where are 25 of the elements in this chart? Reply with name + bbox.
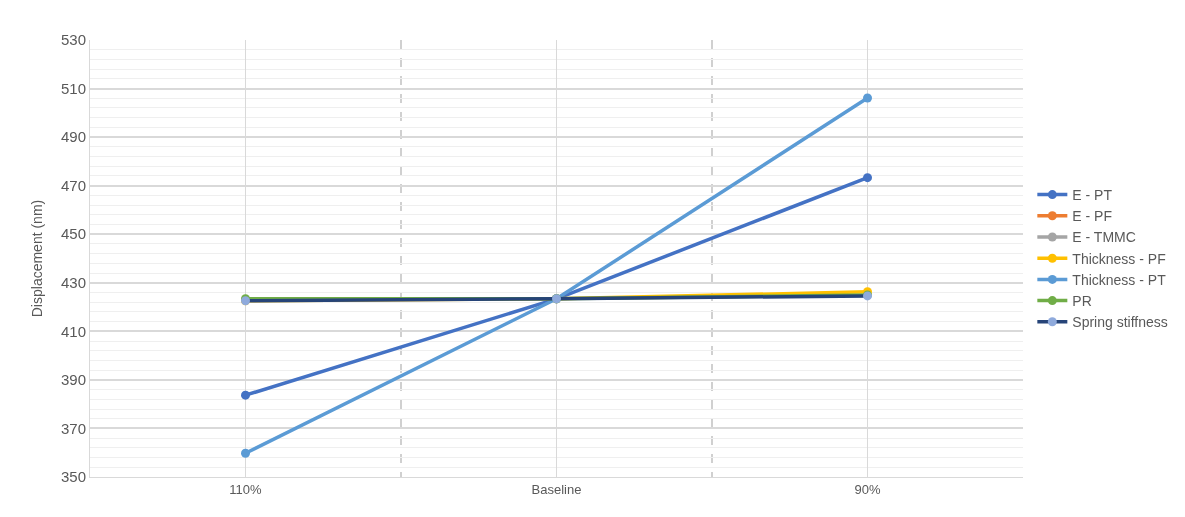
point	[863, 93, 872, 103]
x-tick-label: 90%	[854, 481, 881, 497]
y-tick-label: 450	[60, 225, 86, 243]
y-tick-label: 490	[60, 128, 86, 146]
y-tick-label: 350	[60, 468, 86, 486]
legend-label: PR	[1072, 293, 1092, 310]
y-axis-title: Displacement (nm)	[28, 199, 45, 318]
x-tick-label: Baseline	[531, 481, 582, 497]
x-tick-label: 110%	[229, 481, 263, 497]
point	[241, 448, 250, 458]
y-tick-label: 530	[60, 31, 86, 49]
legend-label: Spring stiffness	[1072, 314, 1168, 331]
point	[863, 173, 872, 183]
y-tick-label: 410	[60, 322, 86, 340]
y-tick-label: 390	[60, 371, 86, 389]
point	[241, 390, 250, 400]
y-tick-label: 370	[60, 419, 86, 437]
legend-label: Thickness - PT	[1072, 271, 1167, 288]
legend-label: E - TMMC	[1072, 229, 1136, 246]
legend-label: Thickness - PF	[1072, 250, 1166, 267]
y-tick-label: 430	[60, 274, 86, 292]
legend-label: E - PT	[1072, 187, 1113, 204]
y-tick-label: 510	[60, 79, 86, 97]
y-tick-label: 470	[60, 176, 86, 194]
legend-label: E - PF	[1072, 208, 1112, 225]
